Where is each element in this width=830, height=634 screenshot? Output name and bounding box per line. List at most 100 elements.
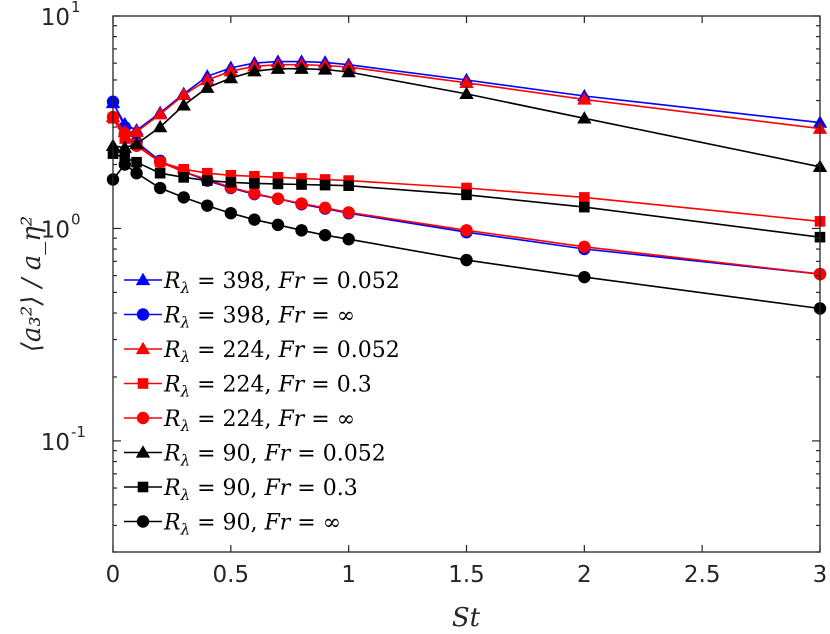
data-point xyxy=(223,63,239,77)
data-point xyxy=(295,197,308,210)
legend-label: Rλ = 90, Fr = 0.052 xyxy=(163,442,386,470)
data-point xyxy=(317,62,333,75)
data-point xyxy=(343,180,354,191)
data-point xyxy=(295,224,308,237)
data-point xyxy=(272,178,284,190)
data-point xyxy=(461,182,472,194)
data-point xyxy=(272,172,284,183)
data-point xyxy=(318,228,332,242)
data-point xyxy=(130,167,143,180)
data-point xyxy=(131,156,142,168)
x-tick-labels: 0 0.5 1 1.5 2 2.5 3 xyxy=(106,562,828,588)
series-7 xyxy=(106,158,827,315)
legend-marker xyxy=(137,378,149,389)
legend-marker xyxy=(136,515,150,528)
x-tick-label: 2.5 xyxy=(684,562,721,588)
x-tick-label: 1.5 xyxy=(448,562,485,588)
data-point xyxy=(201,167,213,179)
legend-entry: Rλ = 90, Fr = ∞ xyxy=(124,511,341,539)
data-point xyxy=(153,181,167,195)
legend-label: Rλ = 224, Fr = 0.3 xyxy=(163,373,372,401)
legend-marker xyxy=(135,272,151,286)
data-point xyxy=(176,87,191,101)
data-point xyxy=(579,201,590,213)
x-tick-label: 0 xyxy=(106,562,121,588)
data-point xyxy=(459,86,474,100)
y-tick-exp: 1 xyxy=(71,0,81,16)
legend-entry: Rλ = 398, Fr = 0.052 xyxy=(124,269,400,297)
data-point xyxy=(153,156,167,169)
data-point xyxy=(176,98,191,111)
data-point xyxy=(178,172,189,183)
x-axis-label: St xyxy=(452,603,481,633)
data-point xyxy=(296,173,307,184)
data-point xyxy=(578,270,591,284)
data-point xyxy=(154,167,166,179)
legend-entry: Rλ = 224, Fr = 0.3 xyxy=(124,373,372,401)
legend-entry: Rλ = 398, Fr = ∞ xyxy=(124,304,355,332)
data-point xyxy=(247,63,262,77)
x-tick-label: 0.5 xyxy=(213,562,250,588)
series-layer xyxy=(105,54,828,315)
legend-marker xyxy=(136,411,150,425)
x-tick-label: 2 xyxy=(577,562,592,588)
data-point xyxy=(117,140,132,153)
series-5 xyxy=(105,61,828,173)
legend-entry: Rλ = 90, Fr = 0.052 xyxy=(124,442,386,470)
data-point xyxy=(577,92,592,105)
data-point xyxy=(248,187,261,200)
data-point xyxy=(119,152,131,164)
data-point xyxy=(459,75,474,88)
legend-label: Rλ = 398, Fr = 0.052 xyxy=(163,269,400,297)
data-point xyxy=(577,111,592,124)
data-point xyxy=(224,206,238,220)
data-point xyxy=(129,136,144,150)
data-point xyxy=(129,124,144,138)
legend-label: Rλ = 224, Fr = ∞ xyxy=(163,407,355,435)
data-point xyxy=(152,119,168,133)
data-point xyxy=(201,199,214,212)
y-tick-exp: -1 xyxy=(71,423,86,441)
data-point xyxy=(248,213,261,226)
y-tick-base: 10 xyxy=(41,430,70,456)
y-tick-base: 10 xyxy=(41,5,70,31)
y-tick-label: 10 1 xyxy=(41,0,81,31)
data-point xyxy=(270,61,286,74)
data-point xyxy=(578,240,591,253)
x-tick-label: 3 xyxy=(813,562,828,588)
legend-marker xyxy=(137,481,149,493)
legend-label: Rλ = 224, Fr = 0.052 xyxy=(163,338,400,366)
data-point xyxy=(118,158,131,171)
data-point xyxy=(201,175,213,186)
ticks-layer xyxy=(112,15,821,553)
data-point xyxy=(118,127,131,140)
data-point xyxy=(249,170,260,182)
data-point xyxy=(319,174,331,185)
legend-label: Rλ = 90, Fr = ∞ xyxy=(163,511,341,539)
data-point xyxy=(579,192,590,203)
data-point xyxy=(461,189,472,201)
data-point xyxy=(200,80,215,93)
data-point xyxy=(342,206,355,219)
legend: Rλ = 398, Fr = 0.052 Rλ = 398, Fr = ∞ Rλ =… xyxy=(124,269,400,539)
series-6 xyxy=(107,148,826,243)
data-point xyxy=(319,179,331,191)
y-tick-label: 10 0 xyxy=(41,210,81,243)
data-point xyxy=(460,253,473,267)
data-point xyxy=(177,191,190,204)
legend-marker xyxy=(136,308,150,321)
data-point xyxy=(152,106,168,120)
y-tick-exp: 0 xyxy=(71,210,81,228)
data-point xyxy=(200,72,215,86)
legend-entry: Rλ = 224, Fr = 0.052 xyxy=(124,338,400,366)
x-tick-label: 1 xyxy=(341,562,356,588)
y-tick-base: 10 xyxy=(41,217,70,243)
data-point xyxy=(249,178,260,189)
data-point xyxy=(342,233,355,246)
data-point xyxy=(318,201,332,215)
legend-marker xyxy=(135,445,151,458)
legend-label: Rλ = 398, Fr = ∞ xyxy=(163,304,355,332)
data-point xyxy=(460,224,473,237)
